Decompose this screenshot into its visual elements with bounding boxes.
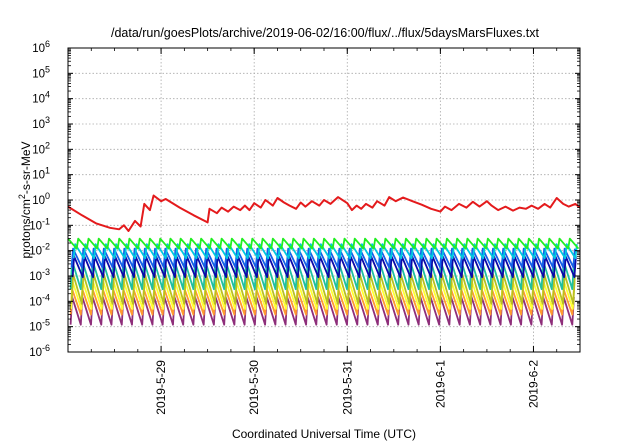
y-tick-label: 102 [32, 140, 50, 156]
y-tick-label: 100 [32, 191, 50, 207]
x-tick-label: 2019-5-31 [340, 360, 354, 415]
x-tick-label: 2019-6-1 [433, 360, 447, 408]
y-tick-label: 10-1 [29, 216, 50, 232]
series-line [70, 273, 576, 305]
y-tick-label: 10-6 [29, 343, 50, 359]
x-axis-label: Coordinated Universal Time (UTC) [232, 427, 416, 441]
y-tick-label: 101 [32, 166, 50, 182]
series-group [67, 194, 581, 326]
series-line [67, 237, 580, 250]
chart-title: /data/run/goesPlots/archive/2019-06-02/1… [111, 26, 540, 40]
y-tick-label: 105 [32, 64, 50, 80]
series-line [72, 243, 578, 260]
y-tick-label: 10-5 [29, 318, 50, 334]
x-tick-label: 2019-5-29 [154, 360, 168, 415]
x-tick-label: 2019-6-2 [526, 360, 540, 408]
series-line [70, 247, 576, 269]
series-line [71, 255, 577, 279]
y-tick-label: 106 [32, 39, 50, 55]
series-line [67, 194, 581, 232]
plot-frame [67, 47, 581, 353]
y-tick-label: 10-4 [29, 292, 50, 308]
y-tick-label: 10-2 [29, 242, 50, 258]
y-tick-label: 104 [32, 90, 50, 106]
x-tick-label: 2019-5-30 [247, 360, 261, 415]
y-tick-label: 10-3 [29, 267, 50, 283]
y-tick-label: 103 [32, 115, 50, 131]
y-axis-label: protons/cm2-s-sr-MeV [17, 141, 33, 258]
tick-labels: 10-6 10-5 10-4 10-3 10-2 10-1 100 101 102 103 104 1… [29, 39, 580, 415]
